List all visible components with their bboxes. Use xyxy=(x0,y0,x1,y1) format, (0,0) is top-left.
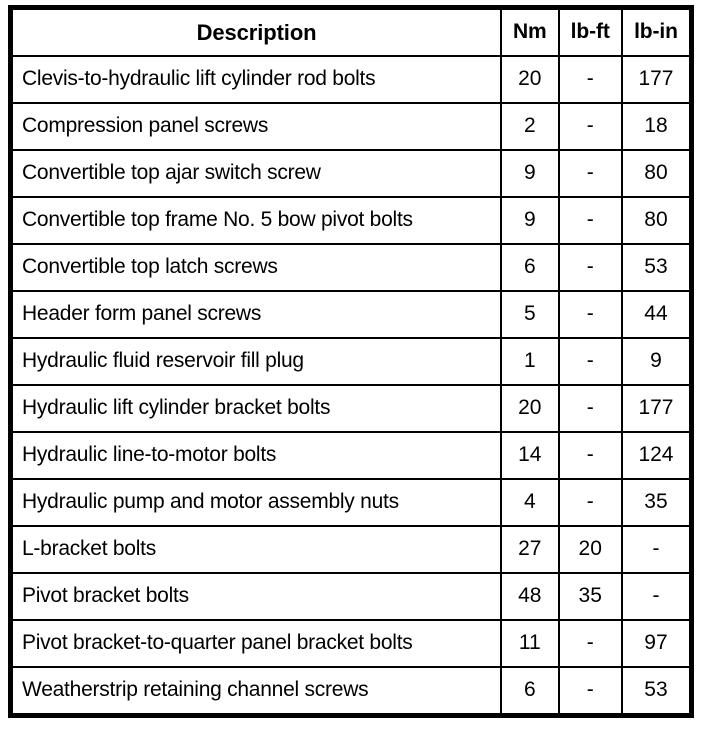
cell-lbft: - xyxy=(557,149,623,198)
cell-description: Convertible top frame No. 5 bow pivot bo… xyxy=(9,196,503,245)
cell-description: L-bracket bolts xyxy=(9,525,503,574)
cell-nm: 20 xyxy=(500,384,560,433)
table-row: Weatherstrip retaining channel screws 6-5… xyxy=(9,666,693,717)
table-row: L-bracket bolts 27 20- xyxy=(9,525,693,574)
table-row: Hydraulic line-to-motor bolts 14-124 xyxy=(9,431,693,480)
table-row: Compression panel screws 2-18 xyxy=(9,102,693,151)
cell-lbin: - xyxy=(620,572,693,621)
table-header: Description Nm lb-ft lb-in xyxy=(9,6,693,57)
cell-nm: 11 xyxy=(500,619,560,668)
cell-description: Compression panel screws xyxy=(9,102,503,151)
cell-lbin: 177 xyxy=(620,55,693,104)
cell-lbft: 35 xyxy=(557,572,623,621)
cell-lbin: 124 xyxy=(620,431,693,480)
table-row: Convertible top latch screws 6-53 xyxy=(9,243,693,292)
column-header-lb-ft: lb-ft xyxy=(557,6,623,57)
table-row: Convertible top ajar switch screw 9-80 xyxy=(9,149,693,198)
cell-description: Pivot bracket bolts xyxy=(9,572,503,621)
table-row: Hydraulic pump and motor assembly nuts 4-… xyxy=(9,478,693,527)
cell-lbft: - xyxy=(557,478,623,527)
cell-lbft: - xyxy=(557,196,623,245)
cell-nm: 4 xyxy=(500,478,560,527)
table-body: Clevis-to-hydraulic lift cylinder rod bo… xyxy=(9,55,693,717)
cell-lbft: - xyxy=(557,55,623,104)
cell-lbin: 80 xyxy=(620,149,693,198)
cell-description: Clevis-to-hydraulic lift cylinder rod bo… xyxy=(9,55,503,104)
cell-lbft: 20 xyxy=(557,525,623,574)
cell-nm: 27 xyxy=(500,525,560,574)
table-row: Header form panel screws 5-44 xyxy=(9,290,693,339)
table-header-row: Description Nm lb-ft lb-in xyxy=(9,6,693,57)
table-row: Convertible top frame No. 5 bow pivot bo… xyxy=(9,196,693,245)
cell-lbin: 177 xyxy=(620,384,693,433)
torque-specifications-table: Description Nm lb-ft lb-in Clevis-to-hyd… xyxy=(8,5,694,718)
cell-nm: 9 xyxy=(500,149,560,198)
cell-nm: 2 xyxy=(500,102,560,151)
cell-nm: 6 xyxy=(500,243,560,292)
cell-description: Weatherstrip retaining channel screws xyxy=(9,666,503,717)
cell-lbft: - xyxy=(557,619,623,668)
cell-lbft: - xyxy=(557,384,623,433)
cell-lbft: - xyxy=(557,290,623,339)
cell-lbin: 53 xyxy=(620,243,693,292)
table-row: Hydraulic lift cylinder bracket bolts 20-… xyxy=(9,384,693,433)
cell-nm: 20 xyxy=(500,55,560,104)
cell-lbin: - xyxy=(620,525,693,574)
cell-lbft: - xyxy=(557,337,623,386)
cell-nm: 1 xyxy=(500,337,560,386)
cell-lbin: 53 xyxy=(620,666,693,717)
cell-nm: 48 xyxy=(500,572,560,621)
cell-nm: 14 xyxy=(500,431,560,480)
cell-lbin: 80 xyxy=(620,196,693,245)
cell-description: Pivot bracket-to-quarter panel bracket b… xyxy=(9,619,503,668)
column-header-description: Description xyxy=(9,6,503,57)
cell-description: Header form panel screws xyxy=(9,290,503,339)
cell-description: Hydraulic lift cylinder bracket bolts xyxy=(9,384,503,433)
cell-lbft: - xyxy=(557,431,623,480)
cell-lbft: - xyxy=(557,243,623,292)
cell-lbft: - xyxy=(557,666,623,717)
cell-nm: 9 xyxy=(500,196,560,245)
cell-lbin: 97 xyxy=(620,619,693,668)
table-row: Hydraulic fluid reservoir fill plug 1-9 xyxy=(9,337,693,386)
cell-lbin: 35 xyxy=(620,478,693,527)
cell-lbin: 44 xyxy=(620,290,693,339)
cell-nm: 5 xyxy=(500,290,560,339)
table-row: Pivot bracket bolts 48 35- xyxy=(9,572,693,621)
cell-description: Hydraulic pump and motor assembly nuts xyxy=(9,478,503,527)
cell-lbin: 18 xyxy=(620,102,693,151)
cell-lbin: 9 xyxy=(620,337,693,386)
table-row: Pivot bracket-to-quarter panel bracket b… xyxy=(9,619,693,668)
cell-nm: 6 xyxy=(500,666,560,717)
cell-lbft: - xyxy=(557,102,623,151)
cell-description: Convertible top ajar switch screw xyxy=(9,149,503,198)
column-header-lb-in: lb-in xyxy=(620,6,693,57)
cell-description: Convertible top latch screws xyxy=(9,243,503,292)
cell-description: Hydraulic fluid reservoir fill plug xyxy=(9,337,503,386)
cell-description: Hydraulic line-to-motor bolts xyxy=(9,431,503,480)
table-row: Clevis-to-hydraulic lift cylinder rod bo… xyxy=(9,55,693,104)
column-header-nm: Nm xyxy=(500,6,560,57)
